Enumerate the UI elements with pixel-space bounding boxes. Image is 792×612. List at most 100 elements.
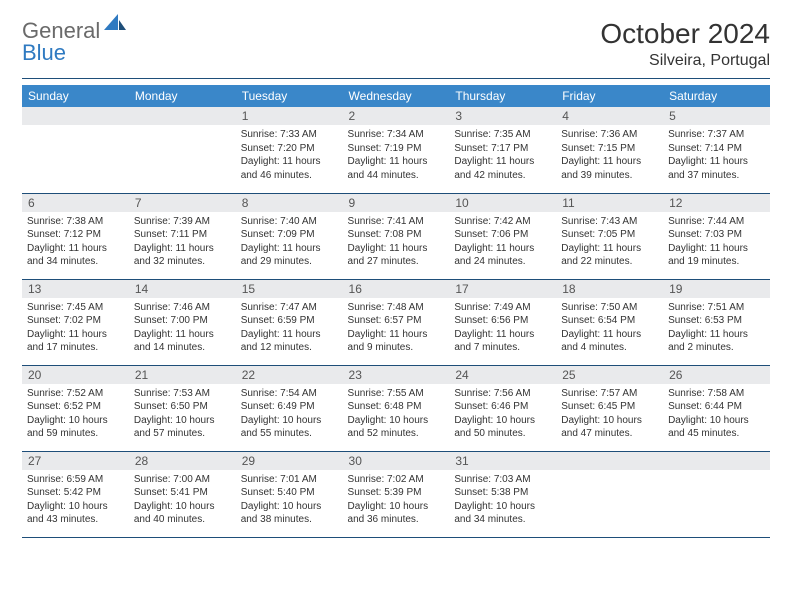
sunrise-text: Sunrise: 7:44 AM: [668, 215, 765, 229]
sunset-text: Sunset: 7:15 PM: [561, 142, 658, 156]
sunrise-text: Sunrise: 7:02 AM: [348, 473, 445, 487]
daylight-text: Daylight: 11 hours and 2 minutes.: [668, 328, 765, 355]
calendar-day-cell: 29Sunrise: 7:01 AMSunset: 5:40 PMDayligh…: [236, 451, 343, 537]
daylight-text: Daylight: 10 hours and 34 minutes.: [454, 500, 551, 527]
sunset-text: Sunset: 6:59 PM: [241, 314, 338, 328]
daylight-text: Daylight: 11 hours and 24 minutes.: [454, 242, 551, 269]
day-number: 5: [663, 107, 770, 125]
weekday-header: Wednesday: [343, 85, 450, 107]
calendar-week-row: 6Sunrise: 7:38 AMSunset: 7:12 PMDaylight…: [22, 193, 770, 279]
calendar-day-cell: 12Sunrise: 7:44 AMSunset: 7:03 PMDayligh…: [663, 193, 770, 279]
sunset-text: Sunset: 7:20 PM: [241, 142, 338, 156]
day-body: [22, 125, 129, 185]
daylight-text: Daylight: 11 hours and 17 minutes.: [27, 328, 124, 355]
sunset-text: Sunset: 7:17 PM: [454, 142, 551, 156]
day-body: Sunrise: 7:51 AMSunset: 6:53 PMDaylight:…: [663, 298, 770, 360]
sunrise-text: Sunrise: 7:47 AM: [241, 301, 338, 315]
weekday-header: Sunday: [22, 85, 129, 107]
sunrise-text: Sunrise: 7:50 AM: [561, 301, 658, 315]
daylight-text: Daylight: 10 hours and 59 minutes.: [27, 414, 124, 441]
sunrise-text: Sunrise: 7:43 AM: [561, 215, 658, 229]
day-number: [129, 107, 236, 125]
day-number: 29: [236, 452, 343, 470]
sunrise-text: Sunrise: 7:03 AM: [454, 473, 551, 487]
calendar-day-cell: 11Sunrise: 7:43 AMSunset: 7:05 PMDayligh…: [556, 193, 663, 279]
day-number: 22: [236, 366, 343, 384]
calendar-day-cell: 14Sunrise: 7:46 AMSunset: 7:00 PMDayligh…: [129, 279, 236, 365]
sunrise-text: Sunrise: 7:55 AM: [348, 387, 445, 401]
sunset-text: Sunset: 6:46 PM: [454, 400, 551, 414]
day-number: 20: [22, 366, 129, 384]
day-number: 2: [343, 107, 450, 125]
calendar-day-cell: 2Sunrise: 7:34 AMSunset: 7:19 PMDaylight…: [343, 107, 450, 193]
daylight-text: Daylight: 10 hours and 38 minutes.: [241, 500, 338, 527]
day-body: Sunrise: 7:34 AMSunset: 7:19 PMDaylight:…: [343, 125, 450, 187]
day-number: 13: [22, 280, 129, 298]
sunset-text: Sunset: 7:11 PM: [134, 228, 231, 242]
day-number: 23: [343, 366, 450, 384]
day-number: 19: [663, 280, 770, 298]
day-number: 28: [129, 452, 236, 470]
daylight-text: Daylight: 11 hours and 12 minutes.: [241, 328, 338, 355]
day-body: Sunrise: 6:59 AMSunset: 5:42 PMDaylight:…: [22, 470, 129, 532]
daylight-text: Daylight: 10 hours and 52 minutes.: [348, 414, 445, 441]
sunrise-text: Sunrise: 7:54 AM: [241, 387, 338, 401]
sunset-text: Sunset: 7:06 PM: [454, 228, 551, 242]
daylight-text: Daylight: 10 hours and 50 minutes.: [454, 414, 551, 441]
sunrise-text: Sunrise: 7:48 AM: [348, 301, 445, 315]
sunset-text: Sunset: 6:49 PM: [241, 400, 338, 414]
weekday-header: Thursday: [449, 85, 556, 107]
sunset-text: Sunset: 7:03 PM: [668, 228, 765, 242]
day-number: 1: [236, 107, 343, 125]
calendar-day-cell: 16Sunrise: 7:48 AMSunset: 6:57 PMDayligh…: [343, 279, 450, 365]
sunrise-text: Sunrise: 7:37 AM: [668, 128, 765, 142]
weekday-header-row: Sunday Monday Tuesday Wednesday Thursday…: [22, 85, 770, 107]
sunrise-text: Sunrise: 7:45 AM: [27, 301, 124, 315]
daylight-text: Daylight: 11 hours and 9 minutes.: [348, 328, 445, 355]
calendar-day-cell: 1Sunrise: 7:33 AMSunset: 7:20 PMDaylight…: [236, 107, 343, 193]
sunset-text: Sunset: 6:54 PM: [561, 314, 658, 328]
day-number: [22, 107, 129, 125]
day-number: 15: [236, 280, 343, 298]
calendar-day-cell: 21Sunrise: 7:53 AMSunset: 6:50 PMDayligh…: [129, 365, 236, 451]
weekday-header: Friday: [556, 85, 663, 107]
daylight-text: Daylight: 10 hours and 43 minutes.: [27, 500, 124, 527]
day-body: Sunrise: 7:03 AMSunset: 5:38 PMDaylight:…: [449, 470, 556, 532]
day-number: 11: [556, 194, 663, 212]
header: General Blue October 2024 Silveira, Port…: [22, 18, 770, 70]
day-number: 14: [129, 280, 236, 298]
day-number: 24: [449, 366, 556, 384]
day-body: Sunrise: 7:01 AMSunset: 5:40 PMDaylight:…: [236, 470, 343, 532]
day-body: Sunrise: 7:47 AMSunset: 6:59 PMDaylight:…: [236, 298, 343, 360]
sunrise-text: Sunrise: 7:46 AM: [134, 301, 231, 315]
sunrise-text: Sunrise: 7:56 AM: [454, 387, 551, 401]
daylight-text: Daylight: 11 hours and 46 minutes.: [241, 155, 338, 182]
sunset-text: Sunset: 7:00 PM: [134, 314, 231, 328]
daylight-text: Daylight: 11 hours and 37 minutes.: [668, 155, 765, 182]
daylight-text: Daylight: 11 hours and 29 minutes.: [241, 242, 338, 269]
calendar-day-cell: 31Sunrise: 7:03 AMSunset: 5:38 PMDayligh…: [449, 451, 556, 537]
logo-sail-icon: [104, 14, 126, 30]
day-number: 21: [129, 366, 236, 384]
sunset-text: Sunset: 7:02 PM: [27, 314, 124, 328]
day-body: Sunrise: 7:57 AMSunset: 6:45 PMDaylight:…: [556, 384, 663, 446]
calendar-day-cell: 30Sunrise: 7:02 AMSunset: 5:39 PMDayligh…: [343, 451, 450, 537]
daylight-text: Daylight: 11 hours and 39 minutes.: [561, 155, 658, 182]
calendar-week-row: 13Sunrise: 7:45 AMSunset: 7:02 PMDayligh…: [22, 279, 770, 365]
sunset-text: Sunset: 5:42 PM: [27, 486, 124, 500]
sunrise-text: Sunrise: 7:36 AM: [561, 128, 658, 142]
sunrise-text: Sunrise: 7:38 AM: [27, 215, 124, 229]
day-body: Sunrise: 7:52 AMSunset: 6:52 PMDaylight:…: [22, 384, 129, 446]
day-body: Sunrise: 7:43 AMSunset: 7:05 PMDaylight:…: [556, 212, 663, 274]
sunset-text: Sunset: 5:40 PM: [241, 486, 338, 500]
daylight-text: Daylight: 11 hours and 19 minutes.: [668, 242, 765, 269]
calendar-day-cell: 28Sunrise: 7:00 AMSunset: 5:41 PMDayligh…: [129, 451, 236, 537]
day-body: Sunrise: 7:56 AMSunset: 6:46 PMDaylight:…: [449, 384, 556, 446]
calendar-day-cell: 26Sunrise: 7:58 AMSunset: 6:44 PMDayligh…: [663, 365, 770, 451]
daylight-text: Daylight: 10 hours and 40 minutes.: [134, 500, 231, 527]
sunset-text: Sunset: 6:50 PM: [134, 400, 231, 414]
daylight-text: Daylight: 10 hours and 45 minutes.: [668, 414, 765, 441]
calendar-week-row: 20Sunrise: 7:52 AMSunset: 6:52 PMDayligh…: [22, 365, 770, 451]
sunset-text: Sunset: 7:19 PM: [348, 142, 445, 156]
daylight-text: Daylight: 11 hours and 27 minutes.: [348, 242, 445, 269]
